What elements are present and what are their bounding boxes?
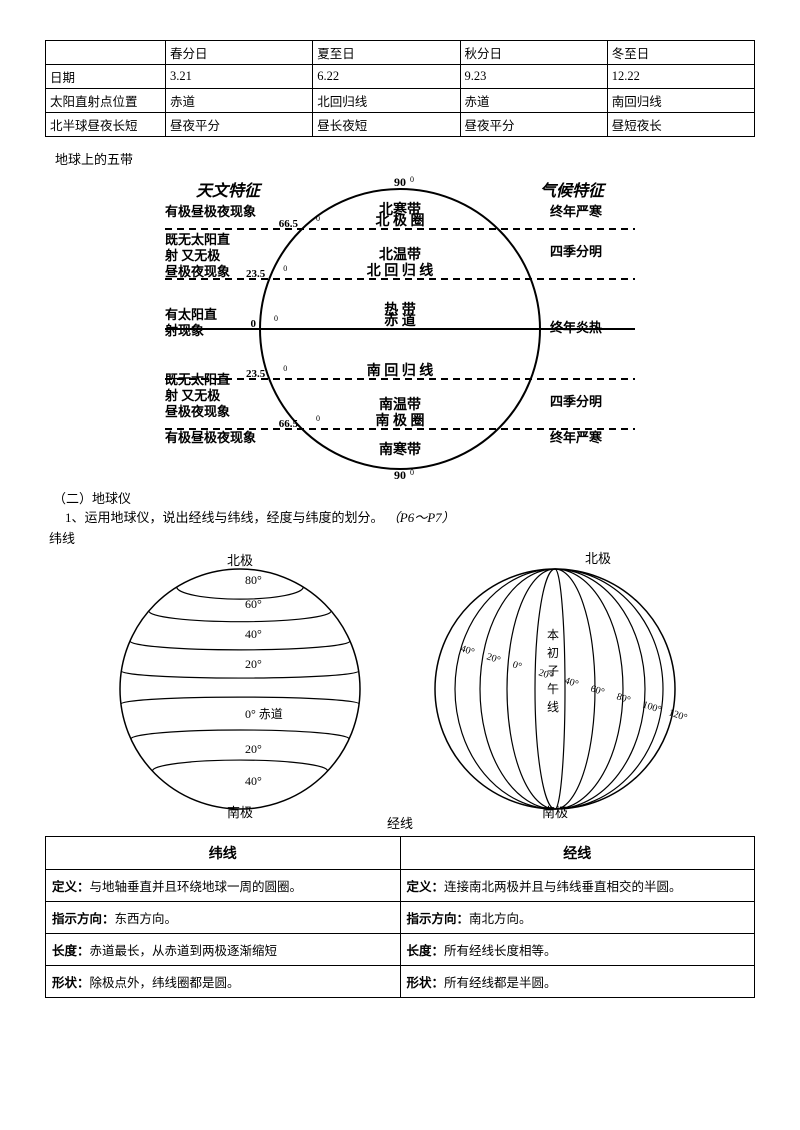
svg-text:射 又无极: 射 又无极 xyxy=(164,248,221,263)
svg-text:0° 赤道: 0° 赤道 xyxy=(245,707,283,721)
svg-text:气候特征: 气候特征 xyxy=(540,182,607,200)
five-zones-title: 地球上的五带 xyxy=(55,149,755,168)
t1-r1c3: 赤道 xyxy=(460,89,607,113)
svg-text:昼极夜现象: 昼极夜现象 xyxy=(165,404,230,419)
svg-text:既无太阳直: 既无太阳直 xyxy=(165,372,230,387)
svg-text:南 回 归 线: 南 回 归 线 xyxy=(367,362,434,379)
svg-text:热 带: 热 带 xyxy=(384,301,416,318)
t1-r1c0: 太阳直射点位置 xyxy=(46,89,166,113)
t1-r2c1: 昼夜平分 xyxy=(166,113,313,137)
t2-cell: 指示方向：东西方向。 xyxy=(46,902,401,934)
svg-text:80°: 80° xyxy=(615,691,632,706)
svg-text:0: 0 xyxy=(251,318,257,330)
t1-h4: 冬至日 xyxy=(607,41,754,65)
svg-text:本: 本 xyxy=(547,628,559,642)
svg-text:北极: 北极 xyxy=(227,553,253,568)
svg-text:射 又无极: 射 又无极 xyxy=(164,388,221,403)
t1-r2c4: 昼短夜长 xyxy=(607,113,754,137)
t2-cell: 形状：除极点外，纬线圈都是圆。 xyxy=(46,966,401,998)
svg-text:四季分明: 四季分明 xyxy=(550,244,602,259)
t1-h3: 秋分日 xyxy=(460,41,607,65)
svg-text:北寒带: 北寒带 xyxy=(379,201,421,218)
svg-text:南 极 圈: 南 极 圈 xyxy=(376,412,425,429)
svg-text:0: 0 xyxy=(410,175,414,184)
svg-text:天文特征: 天文特征 xyxy=(196,182,263,200)
t1-r2c2: 昼长夜短 xyxy=(313,113,460,137)
svg-text:北 回 归 线: 北 回 归 线 xyxy=(367,262,434,279)
svg-text:射现象: 射现象 xyxy=(164,323,204,338)
svg-text:北极: 北极 xyxy=(585,551,611,566)
subsection-title: （二）地球仪 xyxy=(53,488,755,507)
note-ref: （P6～P7） xyxy=(387,510,455,525)
t2-h2: 经线 xyxy=(400,837,755,870)
svg-text:0: 0 xyxy=(274,314,278,323)
t1-h1: 春分日 xyxy=(166,41,313,65)
svg-text:南寒带: 南寒带 xyxy=(379,441,421,458)
svg-text:0°: 0° xyxy=(511,659,523,672)
svg-text:昼极夜现象: 昼极夜现象 xyxy=(165,264,230,279)
t2-cell: 指示方向：南北方向。 xyxy=(400,902,755,934)
svg-text:终年炎热: 终年炎热 xyxy=(550,320,602,335)
note-text: 1、运用地球仪，说出经线与纬线，经度与纬度的划分。 xyxy=(65,510,384,525)
svg-text:60°: 60° xyxy=(245,597,262,611)
t1-r1c4: 南回归线 xyxy=(607,89,754,113)
t2-h1: 纬线 xyxy=(46,837,401,870)
t2-cell: 定义：连接南北两极并且与纬线垂直相交的半圆。 xyxy=(400,870,755,902)
svg-text:90: 90 xyxy=(394,175,406,189)
svg-text:午: 午 xyxy=(547,682,559,696)
svg-text:23.5: 23.5 xyxy=(246,268,266,280)
solstice-equinox-table: 春分日 夏至日 秋分日 冬至日 日期 3.21 6.22 9.23 12.22 … xyxy=(45,40,755,137)
svg-text:有太阳直: 有太阳直 xyxy=(165,307,217,322)
latitude-globe: 北极南极 80° 60° 40° 20° 0° 赤道 20° 40° xyxy=(95,549,385,819)
t1-r0c1: 3.21 xyxy=(166,65,313,89)
five-zones-diagram: 天文特征气候特征90090066.50北 极 圈23.50北 回 归 线00赤 … xyxy=(135,174,665,484)
svg-text:66.5: 66.5 xyxy=(279,418,299,430)
svg-text:北温带: 北温带 xyxy=(379,247,421,263)
svg-text:四季分明: 四季分明 xyxy=(550,394,602,409)
t1-r0c3: 9.23 xyxy=(460,65,607,89)
svg-text:终年严寒: 终年严寒 xyxy=(550,204,603,219)
t1-r0c2: 6.22 xyxy=(313,65,460,89)
svg-text:线: 线 xyxy=(547,700,559,714)
note-line: 1、运用地球仪，说出经线与纬线，经度与纬度的划分。 （P6～P7） xyxy=(65,507,755,526)
svg-text:23.5: 23.5 xyxy=(246,368,266,380)
t1-r2c0: 北半球昼夜长短 xyxy=(46,113,166,137)
svg-text:0: 0 xyxy=(283,264,287,273)
t1-r1c1: 赤道 xyxy=(166,89,313,113)
svg-text:100°: 100° xyxy=(641,699,662,715)
longitude-globe: 北极南极本初子午线40°20°0°20°40°60°80°100°120° xyxy=(405,549,705,819)
svg-text:终年严寒: 终年严寒 xyxy=(550,430,603,445)
svg-text:40°: 40° xyxy=(245,774,262,788)
svg-text:南极: 南极 xyxy=(227,805,253,819)
t2-cell: 长度：赤道最长，从赤道到两极逐渐缩短 xyxy=(46,934,401,966)
svg-text:20°: 20° xyxy=(245,657,262,671)
svg-text:有极昼极夜现象: 有极昼极夜现象 xyxy=(165,204,256,219)
svg-text:初: 初 xyxy=(547,646,559,660)
svg-text:60°: 60° xyxy=(589,683,606,698)
svg-text:0: 0 xyxy=(283,364,287,373)
svg-text:90: 90 xyxy=(394,468,406,482)
svg-text:南温带: 南温带 xyxy=(379,396,421,413)
t2-cell: 长度：所有经线长度相等。 xyxy=(400,934,755,966)
t1-r2c3: 昼夜平分 xyxy=(460,113,607,137)
lat-lon-compare-table: 纬线 经线 定义：与地轴垂直并且环绕地球一周的圆圈。定义：连接南北两极并且与纬线… xyxy=(45,836,755,998)
svg-text:0: 0 xyxy=(316,214,320,223)
svg-text:40°: 40° xyxy=(245,627,262,641)
t2-cell: 形状：所有经线都是半圆。 xyxy=(400,966,755,998)
t2-cell: 定义：与地轴垂直并且环绕地球一周的圆圈。 xyxy=(46,870,401,902)
t1-r0c4: 12.22 xyxy=(607,65,754,89)
t1-r0c0: 日期 xyxy=(46,65,166,89)
svg-text:40°: 40° xyxy=(459,643,476,658)
svg-text:0: 0 xyxy=(316,414,320,423)
t1-h2: 夏至日 xyxy=(313,41,460,65)
t1-h0 xyxy=(46,41,166,65)
svg-text:20°: 20° xyxy=(245,742,262,756)
svg-text:66.5: 66.5 xyxy=(279,218,299,230)
svg-text:有极昼极夜现象: 有极昼极夜现象 xyxy=(165,430,256,445)
svg-text:80°: 80° xyxy=(245,573,262,587)
svg-text:20°: 20° xyxy=(485,651,502,666)
t1-r1c2: 北回归线 xyxy=(313,89,460,113)
svg-text:既无太阳直: 既无太阳直 xyxy=(165,232,230,247)
lat-globe-title: 纬线 xyxy=(49,528,755,547)
